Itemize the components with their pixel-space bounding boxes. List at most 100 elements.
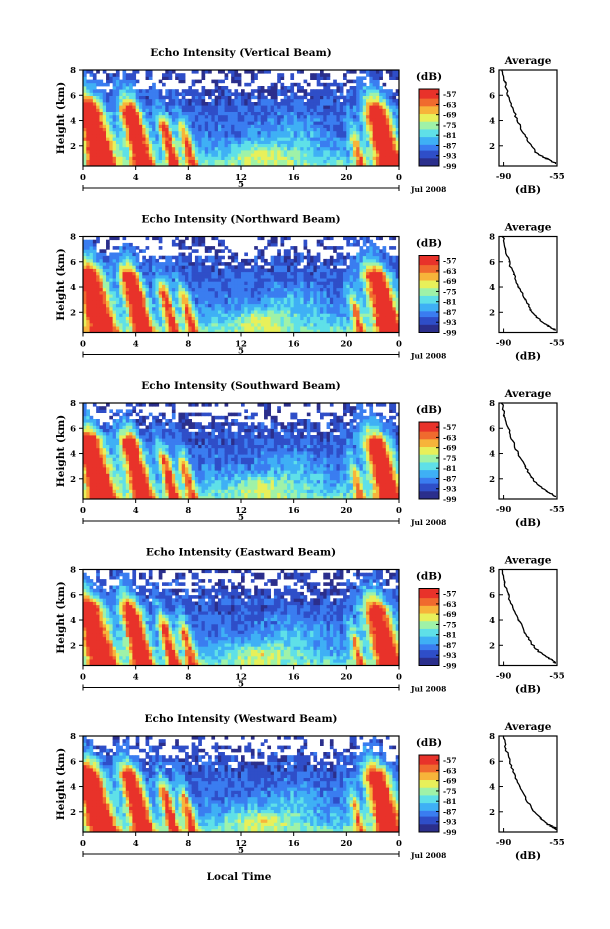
heatmap-cell	[247, 162, 252, 167]
heatmap-cell	[366, 140, 370, 144]
heatmap-cell	[119, 79, 123, 84]
heatmap-cell	[323, 114, 327, 119]
heatmap-cell	[198, 297, 202, 301]
heatmap-cell	[346, 329, 351, 333]
heatmap-cell	[135, 274, 140, 279]
heatmap-cell	[201, 137, 206, 141]
heatmap-cell	[310, 76, 314, 80]
heatmap-cell	[162, 274, 166, 279]
heatmap-cell	[122, 153, 127, 157]
heatmap-cell	[362, 278, 367, 282]
heatmap-cell	[106, 108, 110, 112]
heatmap-cell	[349, 294, 354, 298]
heatmap-cell	[201, 146, 206, 151]
heatmap-cell	[329, 150, 334, 154]
colorbar-frame	[418, 88, 440, 167]
heatmap-cell	[132, 310, 137, 314]
heatmap-cell	[99, 255, 104, 260]
heatmap-cell	[89, 294, 94, 298]
heatmap-cell	[201, 76, 206, 80]
heatmap-cell	[293, 306, 298, 311]
heatmap-cell	[168, 134, 173, 138]
heatmap-cell	[234, 300, 239, 305]
heatmap-cell	[214, 294, 219, 298]
heatmap-cell	[290, 278, 295, 282]
heatmap-cell	[132, 316, 137, 321]
heatmap-cell	[148, 271, 153, 276]
heatmap-cell	[175, 134, 179, 138]
heatmap-cell	[122, 303, 127, 308]
heatmap-cell	[306, 130, 311, 135]
heatmap-cell	[106, 146, 110, 151]
heatmap-cell	[83, 137, 87, 141]
heatmap-cell	[329, 290, 334, 295]
heatmap-cell	[89, 150, 94, 154]
heatmap-cell	[237, 297, 242, 301]
heatmap-cell	[148, 313, 153, 317]
heatmap-cell	[395, 143, 400, 148]
heatmap-cell	[329, 143, 334, 148]
heatmap-cell	[339, 89, 344, 93]
heatmap-cell	[145, 316, 150, 321]
heatmap-cell	[296, 319, 301, 324]
heatmap-cell	[250, 150, 255, 154]
heatmap-cell	[188, 262, 193, 266]
heatmap-cell	[283, 306, 288, 311]
heatmap-cell	[270, 108, 275, 112]
heatmap-cell	[204, 118, 209, 122]
heatmap-cell	[152, 82, 156, 87]
heatmap-cell	[181, 268, 186, 273]
heatmap-cell	[158, 102, 163, 106]
heatmap-cell	[352, 300, 357, 305]
heatmap-cell	[165, 278, 169, 282]
heatmap-cell	[198, 306, 202, 311]
heatmap-cell	[247, 140, 252, 144]
heatmap-cell	[349, 278, 354, 282]
heatmap-cell	[379, 73, 383, 77]
heatmap-cell	[379, 290, 383, 295]
heatmap-cell	[188, 278, 193, 282]
heatmap-cell	[250, 92, 255, 96]
heatmap-cell	[145, 329, 150, 333]
heatmap-cell	[231, 108, 235, 112]
colorbar-segment	[419, 89, 439, 92]
heatmap-cell	[115, 140, 120, 144]
heatmap-cell	[211, 143, 216, 148]
heatmap-cell	[336, 114, 341, 119]
heatmap-cell	[283, 130, 288, 135]
heatmap-cell	[211, 287, 216, 292]
heatmap-cell	[145, 114, 150, 119]
heatmap-cell	[185, 150, 189, 154]
heatmap-cell	[122, 82, 127, 87]
heatmap-cell	[96, 310, 100, 314]
heatmap-cell	[372, 146, 377, 151]
heatmap-cell	[290, 326, 295, 330]
heatmap-cell	[313, 114, 318, 119]
heatmap-cell	[158, 316, 163, 321]
heatmap-cell	[171, 146, 176, 151]
heatmap-cell	[198, 105, 202, 109]
heatmap-cell	[185, 313, 189, 317]
heatmap-cell	[135, 290, 140, 295]
heatmap-cell	[171, 118, 176, 122]
heatmap-cell	[142, 316, 146, 321]
heatmap-cell	[175, 140, 179, 144]
heatmap-cell	[244, 134, 248, 138]
heatmap-cell	[96, 329, 100, 333]
heatmap-cell	[201, 326, 206, 330]
heatmap-cell	[165, 118, 169, 122]
heatmap-cell	[102, 322, 107, 327]
heatmap-cell	[191, 303, 196, 308]
heatmap-cell	[214, 265, 219, 269]
heatmap-cell	[260, 306, 265, 311]
heatmap-cell	[254, 297, 258, 301]
heatmap-cell	[336, 258, 341, 263]
heatmap-cell	[106, 140, 110, 144]
heatmap-cell	[231, 300, 235, 305]
heatmap-cell	[352, 114, 357, 119]
heatmap-cell	[89, 127, 94, 132]
heatmap-cell	[208, 130, 212, 135]
heatmap-cell	[112, 102, 117, 106]
heatmap-cell	[247, 287, 252, 292]
heatmap-cell	[142, 121, 146, 125]
